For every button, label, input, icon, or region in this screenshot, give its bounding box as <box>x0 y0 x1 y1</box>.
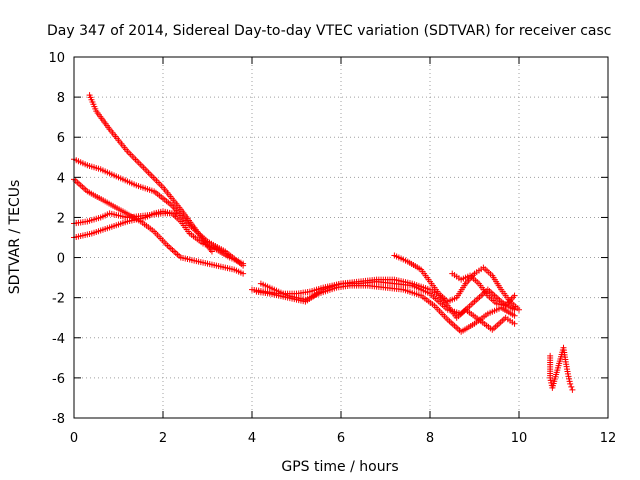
y-tick-label: 2 <box>57 211 65 226</box>
data-point <box>567 380 574 387</box>
y-axis-label: SDTVAR / TECUs <box>7 180 23 295</box>
y-tick-label: -2 <box>52 292 65 307</box>
data-point <box>511 312 518 319</box>
data-point <box>547 377 554 384</box>
data-point <box>565 373 572 380</box>
axis-ticks: 0 2 4 6 8 10 12 -8 -6 -4 -2 0 2 4 6 8 10 <box>48 51 616 446</box>
x-tick-label: 12 <box>600 431 617 446</box>
x-tick-label: 2 <box>159 431 167 446</box>
x-tick-label: 6 <box>337 431 345 446</box>
data-point <box>566 375 573 382</box>
data-point <box>547 374 554 381</box>
data-point <box>511 320 518 327</box>
x-tick-label: 8 <box>426 431 434 446</box>
x-tick-label: 10 <box>511 431 528 446</box>
x-tick-label: 0 <box>70 431 78 446</box>
y-tick-label: 8 <box>57 91 65 106</box>
grid-lines <box>74 57 608 418</box>
x-tick-label: 4 <box>248 431 256 446</box>
y-tick-label: 6 <box>57 131 65 146</box>
x-axis-label: GPS time / hours <box>281 459 398 475</box>
data-point <box>173 210 180 217</box>
y-tick-label: -4 <box>52 332 65 347</box>
data-points <box>71 92 576 393</box>
data-point <box>516 306 522 313</box>
data-point <box>564 370 571 377</box>
y-tick-label: -6 <box>52 372 65 387</box>
data-point <box>240 270 247 277</box>
y-tick-label: 4 <box>57 171 65 186</box>
y-tick-label: 0 <box>57 252 65 267</box>
data-point <box>511 292 518 299</box>
y-tick-label: -8 <box>52 412 65 427</box>
y-tick-label: 10 <box>48 51 65 66</box>
data-point <box>566 378 573 385</box>
data-point <box>568 383 575 390</box>
data-point <box>240 260 247 267</box>
chart-title: Day 347 of 2014, Sidereal Day-to-day VTE… <box>47 23 611 39</box>
data-point <box>569 386 576 393</box>
